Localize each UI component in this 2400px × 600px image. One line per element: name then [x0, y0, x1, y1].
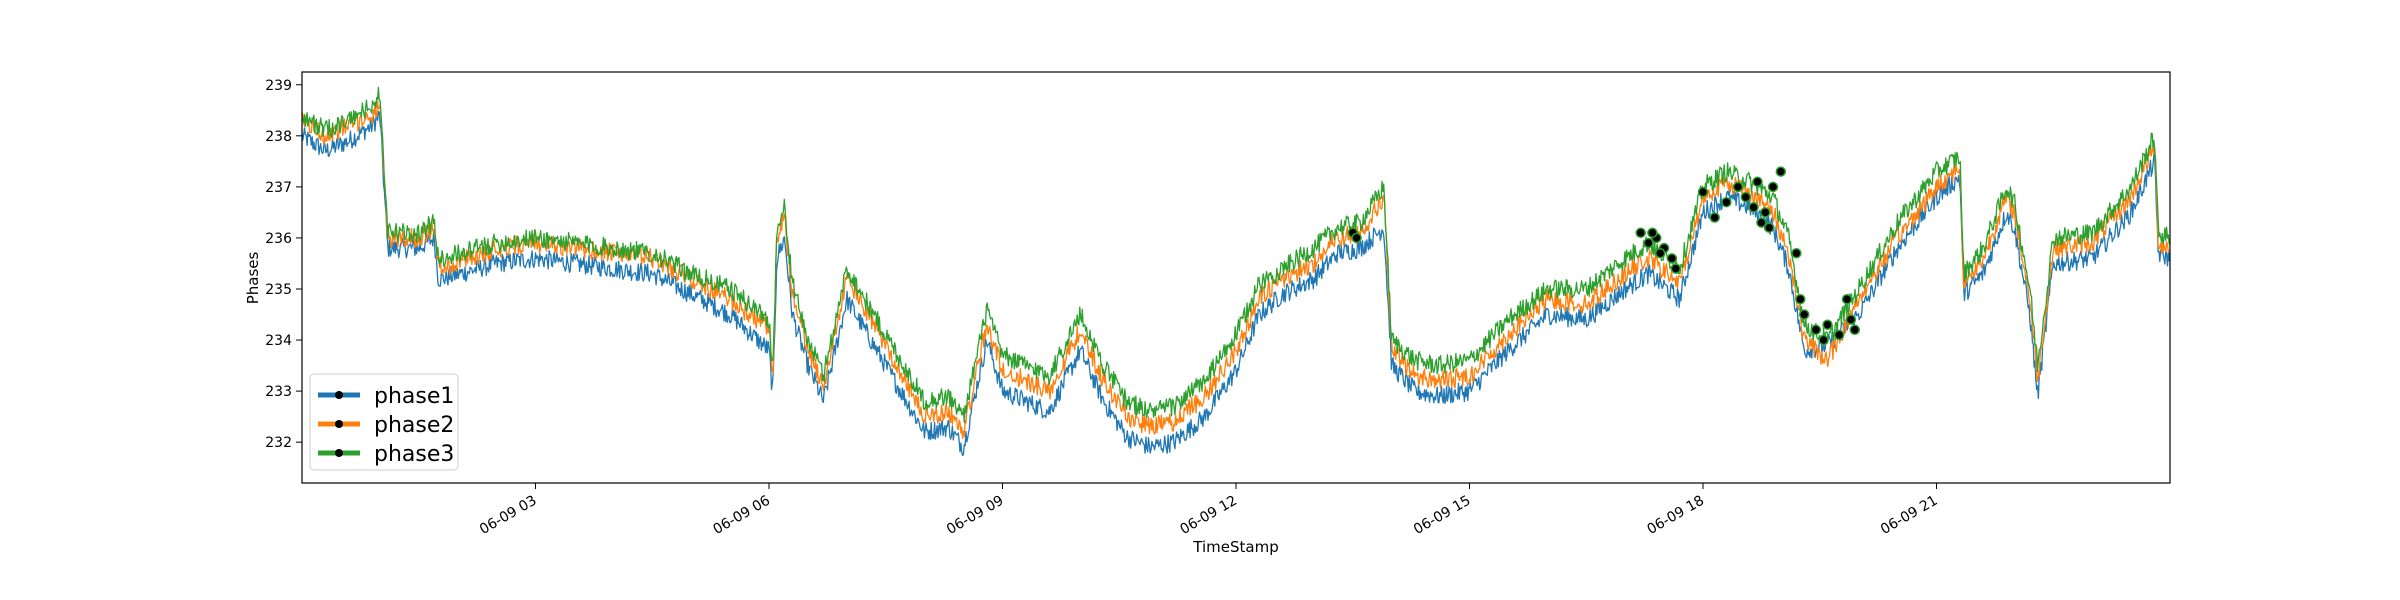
- anomaly-point: [1732, 181, 1744, 193]
- y-tick-label: 236: [265, 231, 292, 247]
- anomaly-point: [1775, 166, 1787, 177]
- y-tick-label: 237: [265, 180, 292, 196]
- anomaly-point: [1818, 334, 1829, 346]
- legend-label-phase2: phase2: [374, 413, 454, 438]
- y-tick-label: 233: [265, 384, 292, 400]
- anomaly-point: [1721, 196, 1732, 208]
- anomaly-point: [1845, 314, 1857, 325]
- y-tick-label: 239: [265, 78, 292, 94]
- anomaly-point: [1833, 329, 1845, 341]
- anomaly-point: [1654, 247, 1666, 259]
- y-tick-label: 238: [265, 129, 292, 145]
- x-axis-title: TimeStamp: [1192, 538, 1278, 556]
- anomaly-point: [1351, 232, 1362, 244]
- anomaly-point: [1666, 253, 1678, 264]
- anomaly-point: [1697, 186, 1709, 198]
- anomaly-point: [1795, 293, 1806, 305]
- anomaly-point: [1748, 202, 1759, 213]
- legend-label-phase1: phase1: [374, 384, 454, 409]
- anomaly-point: [1763, 222, 1775, 233]
- anomaly-point: [1635, 227, 1646, 239]
- anomaly-point: [1849, 324, 1861, 336]
- anomaly-point: [1791, 247, 1802, 259]
- anomaly-point: [1760, 207, 1771, 218]
- anomaly-point: [1670, 263, 1682, 274]
- anomaly-point: [1767, 181, 1779, 193]
- anomaly-point: [1810, 324, 1822, 336]
- series-line-phase2: [301, 100, 2171, 440]
- anomaly-point: [1822, 319, 1833, 330]
- series-layer: [301, 86, 2171, 457]
- series-line-phase3: [301, 86, 2171, 423]
- anomaly-point: [1709, 212, 1720, 223]
- legend: phase1 phase2 phase3: [309, 373, 459, 471]
- legend-label-phase3: phase3: [374, 442, 454, 467]
- y-axis: 232 233 234 235 236 237 238 239: [265, 78, 302, 451]
- anomaly-point: [1643, 237, 1654, 249]
- anomaly-point: [1752, 176, 1763, 188]
- y-axis-title: Phases: [244, 252, 262, 305]
- anomaly-point: [1647, 227, 1658, 239]
- anomaly-point: [1740, 191, 1752, 203]
- legend-box: [309, 373, 459, 471]
- legend-marker-phase2: [335, 420, 343, 428]
- anomaly-point: [1841, 293, 1853, 305]
- y-tick-label: 234: [265, 333, 292, 349]
- anomaly-layer: [1347, 166, 1861, 346]
- anomaly-point: [1756, 217, 1767, 228]
- y-tick-label: 232: [265, 435, 292, 451]
- series-line-phase1: [301, 110, 2171, 457]
- y-tick-label: 235: [265, 282, 292, 298]
- legend-marker-phase3: [335, 449, 343, 457]
- legend-marker-phase1: [335, 391, 343, 399]
- anomaly-point: [1798, 309, 1810, 320]
